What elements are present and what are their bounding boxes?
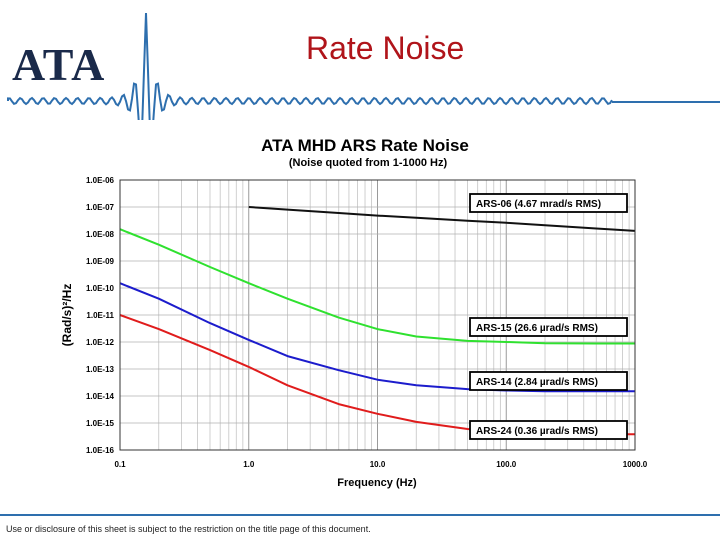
legend-label-ars-14: ARS-14 (2.84 µrad/s RMS) — [476, 377, 598, 388]
ata-logo: ATA — [0, 0, 720, 140]
legend-box-ars-24: ARS-24 (0.36 µrad/s RMS) — [469, 420, 628, 440]
y-tick-label: 1.0E-11 — [86, 311, 114, 320]
logo-text: ATA — [12, 39, 106, 90]
y-axis-title: (Rad/s)²/Hz — [60, 284, 74, 347]
series-line-ars-14 — [120, 282, 635, 393]
footer-disclaimer: Use or disclosure of this sheet is subje… — [6, 524, 371, 534]
x-tick-label: 10.0 — [370, 460, 386, 469]
y-tick-label: 1.0E-10 — [86, 284, 115, 293]
series-line-ars-15 — [120, 228, 635, 345]
y-tick-label: 1.0E-08 — [86, 230, 115, 239]
series-line-ars-06 — [248, 206, 635, 232]
y-tick-label: 1.0E-12 — [86, 338, 115, 347]
chart-subtitle: (Noise quoted from 1-1000 Hz) — [289, 157, 448, 169]
y-tick-label: 1.0E-13 — [86, 365, 115, 374]
chart-title: ATA MHD ARS Rate Noise — [261, 136, 469, 155]
legend-label-ars-06: ARS-06 (4.67 mrad/s RMS) — [476, 199, 601, 210]
legend-box-frame — [469, 193, 628, 213]
plot-area-border — [119, 179, 636, 451]
slide-title: Rate Noise — [306, 30, 465, 66]
x-axis-title: Frequency (Hz) — [337, 477, 417, 489]
x-tick-label: 1.0 — [243, 460, 255, 469]
legend-box-ars-14: ARS-14 (2.84 µrad/s RMS) — [469, 371, 628, 391]
legend-box-ars-06: ARS-06 (4.67 mrad/s RMS) — [469, 193, 628, 213]
legend-label-ars-24: ARS-24 (0.36 µrad/s RMS) — [476, 426, 598, 437]
legend-box-frame — [469, 420, 628, 440]
y-tick-label: 1.0E-07 — [86, 203, 115, 212]
x-tick-label: 100.0 — [496, 460, 517, 469]
legend-label-ars-15: ARS-15 (26.6 µrad/s RMS) — [476, 323, 598, 334]
y-tick-label: 1.0E-14 — [86, 392, 115, 401]
footer-divider — [0, 514, 720, 516]
y-tick-label: 1.0E-16 — [86, 446, 115, 455]
rate-noise-chart: ATA MHD ARS Rate Noise (Noise quoted fro… — [60, 136, 648, 489]
x-tick-label: 0.1 — [114, 460, 126, 469]
legend-box-frame — [469, 317, 628, 337]
legend-box-ars-15: ARS-15 (26.6 µrad/s RMS) — [469, 317, 628, 337]
y-tick-label: 1.0E-06 — [86, 176, 115, 185]
y-tick-label: 1.0E-15 — [86, 419, 115, 428]
y-tick-label: 1.0E-09 — [86, 257, 115, 266]
logo-waveform-icon — [7, 12, 720, 140]
x-tick-label: 1000.0 — [623, 460, 648, 469]
legend-box-frame — [469, 371, 628, 391]
